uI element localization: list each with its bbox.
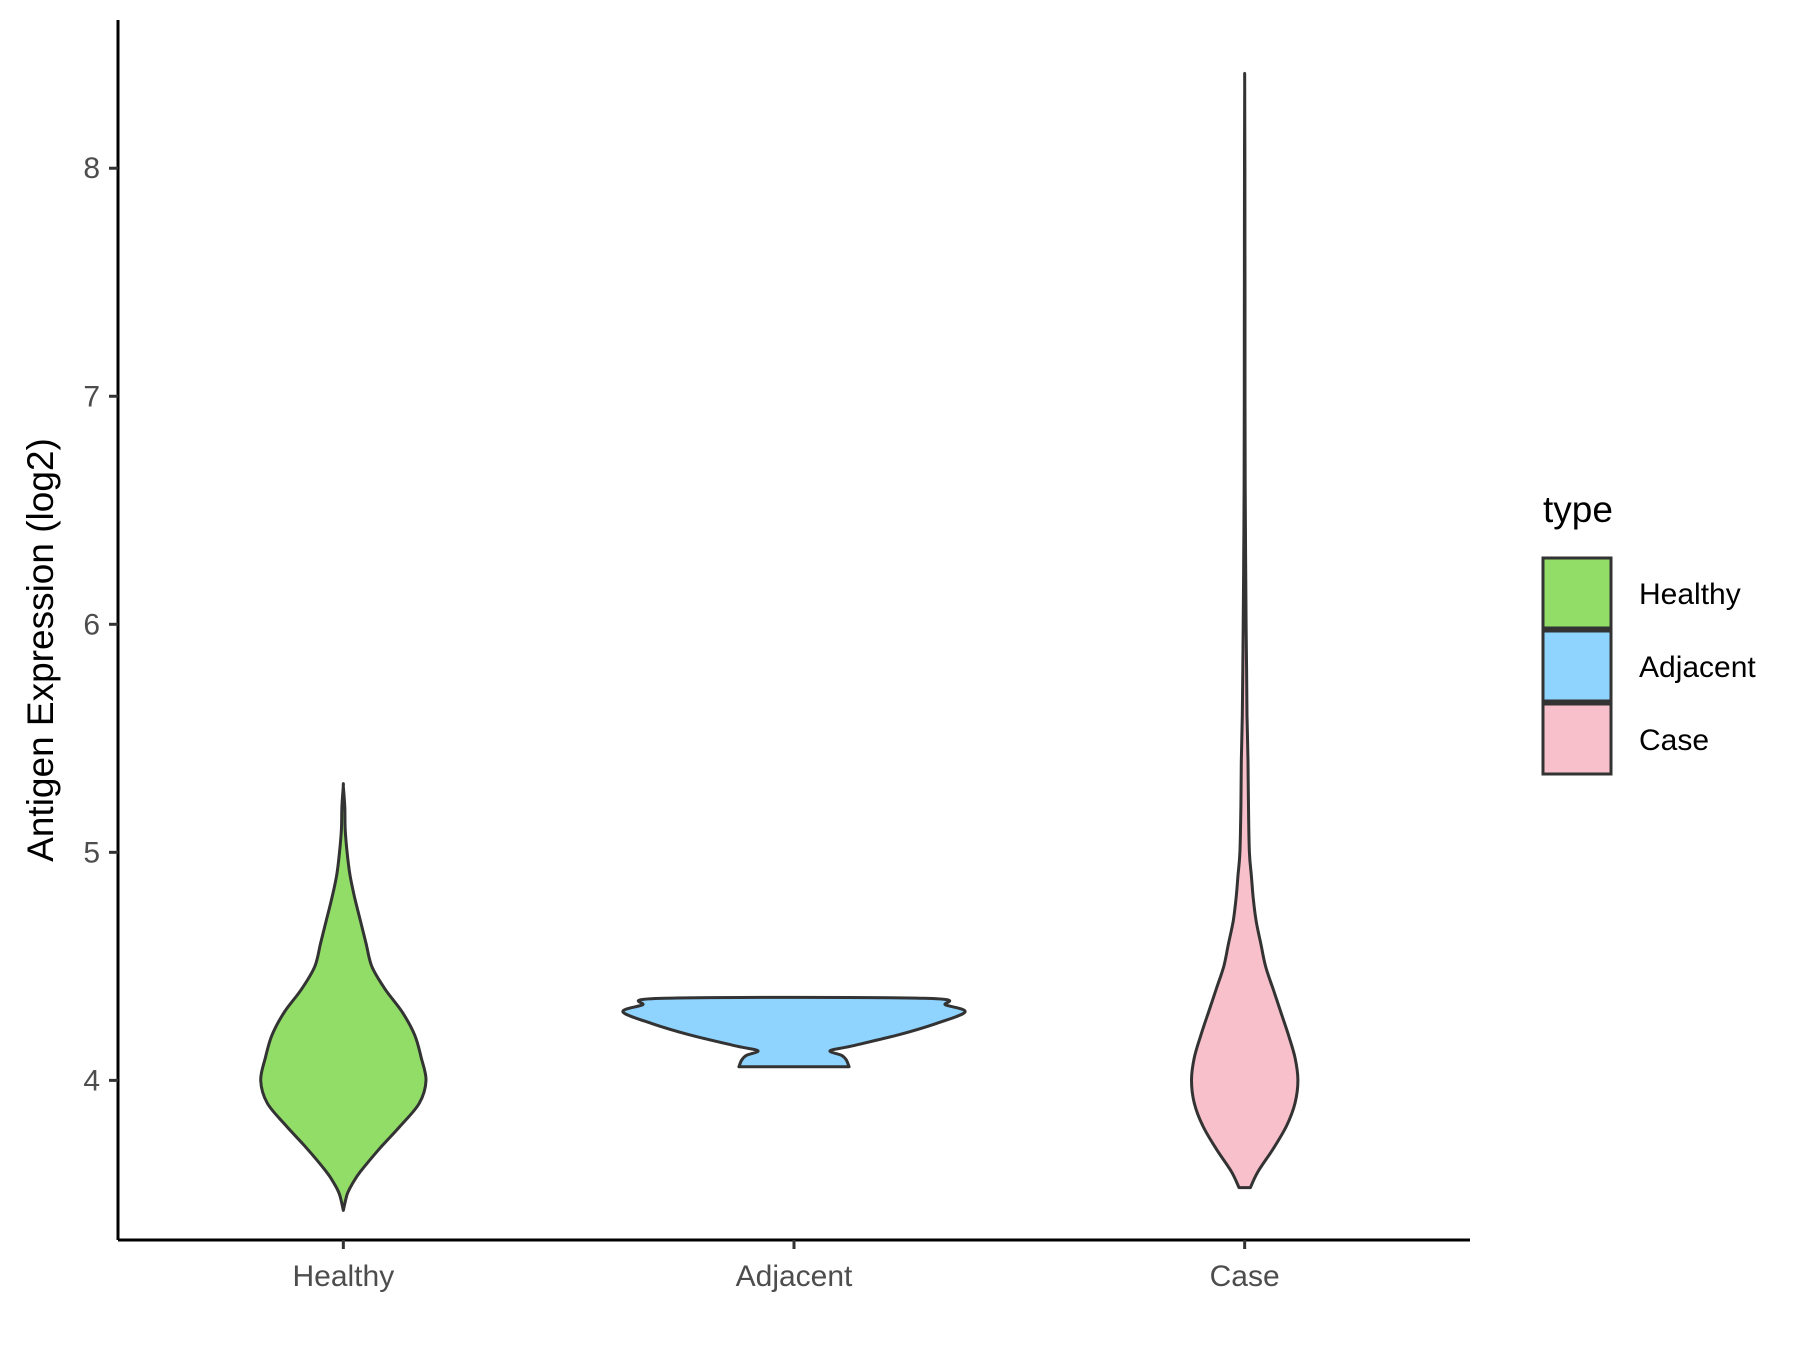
legend: type Healthy Adjacent Case xyxy=(1541,489,1756,776)
y-tick-label: 6 xyxy=(83,608,100,641)
violin-adjacent xyxy=(621,995,967,1069)
y-tick-label: 4 xyxy=(83,1064,100,1097)
violin-case xyxy=(1190,71,1300,1190)
x-tick-label: Case xyxy=(1210,1260,1280,1293)
axes: 4 5 6 7 8 Healthy Adjacent Case Antigen Expressi… xyxy=(20,20,1470,1293)
y-tick-label: 7 xyxy=(83,380,100,413)
legend-key-adjacent xyxy=(1541,629,1613,703)
x-tick-label: Adjacent xyxy=(736,1260,853,1293)
x-tick-label: Healthy xyxy=(292,1260,394,1293)
legend-key-case xyxy=(1541,702,1613,776)
y-axis-title: Antigen Expression (log2) xyxy=(20,438,61,862)
legend-key-healthy xyxy=(1541,556,1613,630)
plot-area xyxy=(259,71,1300,1212)
legend-label-healthy: Healthy xyxy=(1639,578,1741,611)
legend-label-adjacent: Adjacent xyxy=(1639,651,1756,684)
legend-label-case: Case xyxy=(1639,724,1709,757)
violin-healthy xyxy=(259,782,428,1212)
y-tick-label: 8 xyxy=(83,152,100,185)
y-tick-label: 5 xyxy=(83,836,100,869)
legend-title: type xyxy=(1543,489,1613,530)
